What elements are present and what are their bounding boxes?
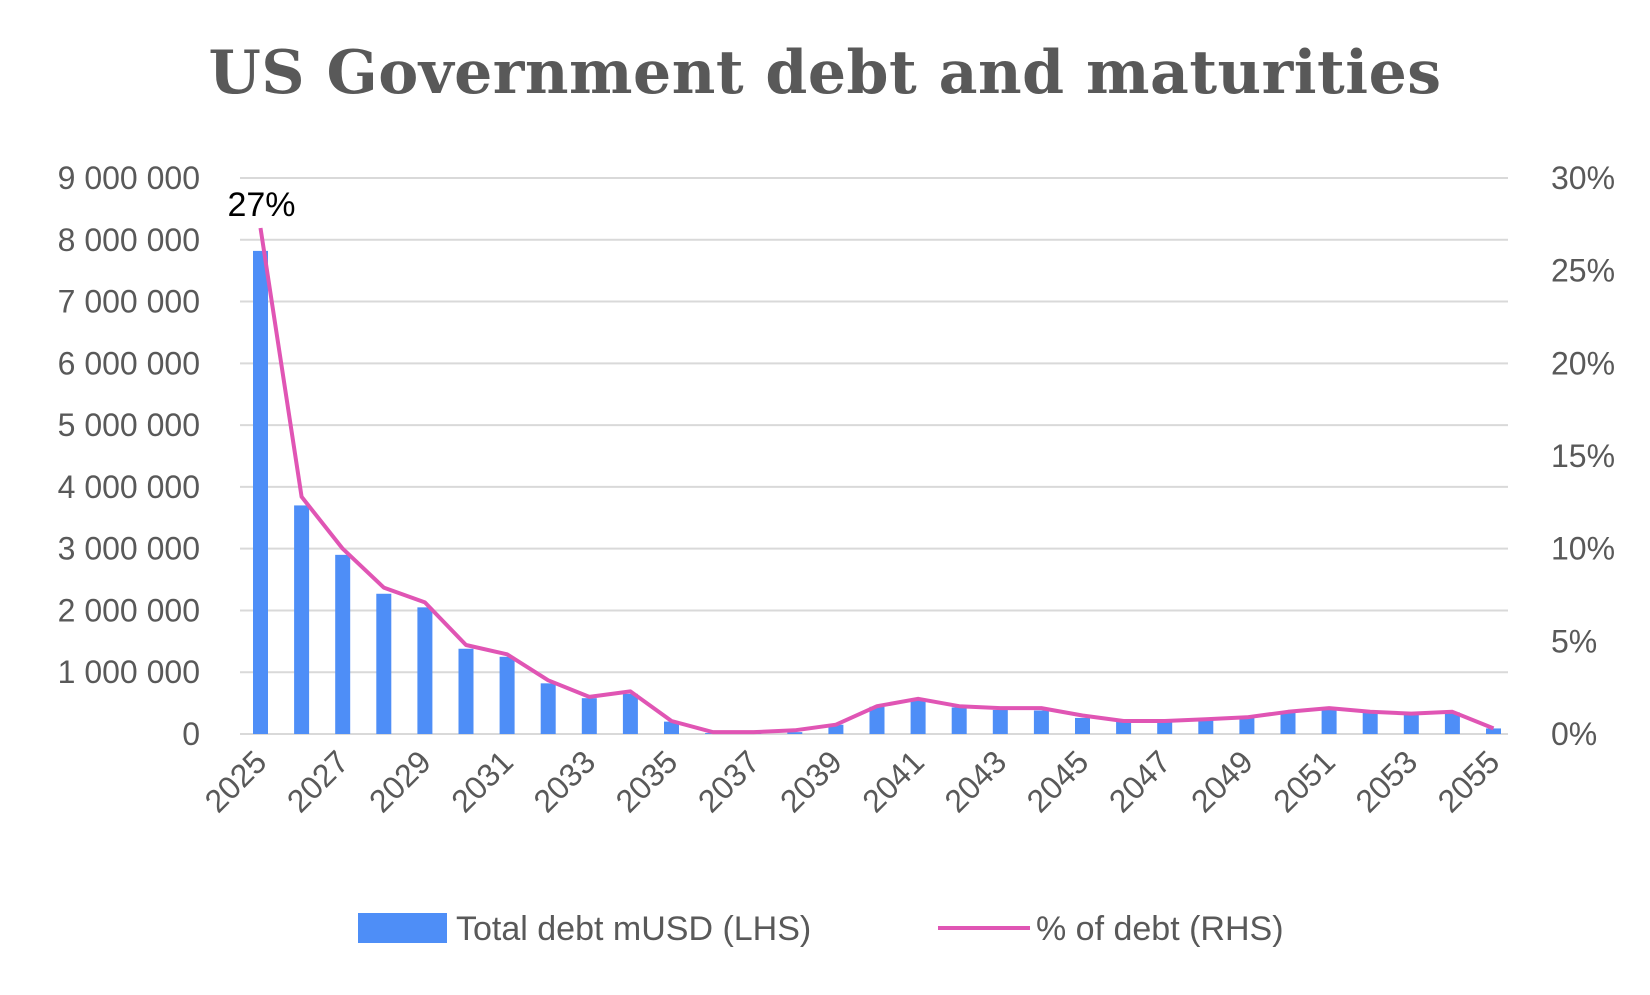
x-tick-label: 2035 bbox=[609, 743, 685, 819]
x-tick-label: 2031 bbox=[444, 743, 520, 819]
y-right-tick-label: 0% bbox=[1551, 716, 1597, 752]
bar bbox=[951, 707, 967, 734]
chart-title: US Government debt and maturities bbox=[208, 38, 1442, 108]
x-tick-label: 2039 bbox=[773, 743, 849, 819]
y-left-tick-label: 7 000 000 bbox=[58, 284, 200, 320]
bar bbox=[1116, 721, 1132, 734]
bar bbox=[1403, 714, 1419, 734]
legend-swatch-bar bbox=[358, 913, 447, 943]
y-left-tick-label: 4 000 000 bbox=[58, 469, 200, 505]
bar bbox=[376, 593, 392, 734]
bar bbox=[417, 607, 433, 734]
y-left-tick-label: 2 000 000 bbox=[58, 592, 200, 628]
y-right-tick-label: 5% bbox=[1551, 623, 1597, 659]
x-tick-label: 2027 bbox=[280, 743, 356, 819]
y-left-tick-label: 0 bbox=[182, 716, 200, 752]
y-right-tick-label: 25% bbox=[1551, 253, 1615, 289]
y-left-tick-label: 6 000 000 bbox=[58, 345, 200, 381]
y-left-tick-label: 3 000 000 bbox=[58, 531, 200, 567]
bar bbox=[869, 706, 885, 734]
x-tick-label: 2043 bbox=[937, 743, 1013, 819]
bar bbox=[335, 554, 351, 734]
x-tick-label: 2049 bbox=[1184, 743, 1260, 819]
series-line bbox=[258, 227, 1495, 735]
bar bbox=[253, 250, 268, 735]
bar bbox=[1157, 722, 1173, 734]
bar bbox=[828, 724, 844, 734]
bar bbox=[540, 683, 556, 734]
x-tick-label: 2051 bbox=[1266, 743, 1342, 819]
y-left-tick-label: 5 000 000 bbox=[58, 407, 200, 443]
x-tick-label: 2053 bbox=[1348, 743, 1424, 819]
y-right-tick-label: 30% bbox=[1551, 160, 1615, 196]
bar bbox=[1444, 712, 1460, 734]
x-tick-label: 2037 bbox=[691, 743, 767, 819]
bar bbox=[294, 505, 310, 734]
bar bbox=[499, 656, 515, 734]
bar bbox=[1075, 717, 1090, 734]
bar bbox=[622, 693, 638, 734]
bar bbox=[1486, 728, 1501, 734]
bar bbox=[992, 709, 1008, 734]
legend-label-bar: Total debt mUSD (LHS) bbox=[456, 910, 811, 948]
bar bbox=[910, 699, 926, 734]
y-right-tick-label: 15% bbox=[1551, 438, 1615, 474]
y-right-tick-label: 10% bbox=[1551, 531, 1615, 567]
y-left-tick-label: 1 000 000 bbox=[58, 654, 200, 690]
bar bbox=[581, 698, 597, 734]
x-tick-label: 2047 bbox=[1102, 743, 1178, 819]
x-tick-label: 2025 bbox=[198, 743, 274, 819]
x-tick-label: 2045 bbox=[1020, 743, 1096, 819]
x-tick-label: 2041 bbox=[855, 743, 931, 819]
data-label: 27% bbox=[227, 186, 295, 224]
bar bbox=[458, 648, 474, 734]
bar bbox=[1321, 709, 1337, 734]
bar bbox=[787, 732, 803, 734]
x-tick-label: 2033 bbox=[526, 743, 602, 819]
bar bbox=[664, 721, 679, 734]
y-right-tick-label: 20% bbox=[1551, 345, 1615, 381]
x-tick-label: 2055 bbox=[1431, 743, 1507, 819]
legend-label-line: % of debt (RHS) bbox=[1036, 910, 1284, 948]
bar bbox=[1033, 710, 1049, 734]
bar bbox=[1198, 720, 1214, 734]
y-left-tick-label: 8 000 000 bbox=[58, 222, 200, 258]
y-left-tick-label: 9 000 000 bbox=[58, 160, 200, 196]
bar bbox=[1239, 717, 1255, 734]
x-tick-label: 2029 bbox=[362, 743, 438, 819]
bar bbox=[1362, 712, 1378, 734]
bar bbox=[1280, 712, 1296, 734]
